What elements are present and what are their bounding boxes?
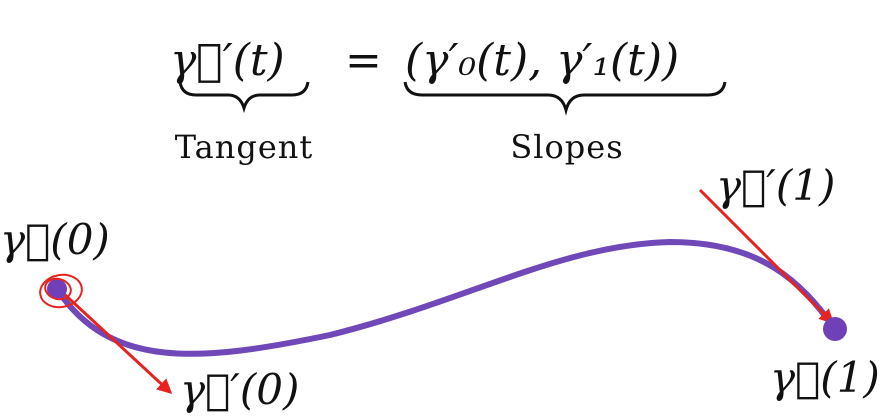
- tangent-caption: Tangent: [175, 128, 313, 166]
- start-point: [47, 279, 67, 299]
- start-tangent-label: γ⃗′(0): [180, 365, 299, 414]
- end-tangent-label: γ⃗′(1): [716, 161, 835, 210]
- tangent-arrow-start: [60, 290, 173, 395]
- end-point: [823, 317, 847, 341]
- start-point-highlight: [39, 273, 83, 309]
- bezier-curve: [54, 238, 838, 357]
- start-point-highlight-inner: [44, 277, 72, 301]
- slopes-caption: Slopes: [510, 128, 623, 166]
- start-point-label: γ⃗(0): [0, 215, 110, 264]
- end-point-label: γ⃗(1): [770, 353, 880, 402]
- tangent-underbrace: [178, 81, 310, 114]
- slopes-underbrace: [403, 81, 727, 116]
- tangent-arrow-end: [698, 188, 835, 325]
- slopes-expression: (γ′₀(t), γ′₁(t)): [405, 35, 679, 86]
- equals-sign: =: [345, 35, 382, 86]
- tangent-expression: γ⃗′(t): [170, 35, 285, 86]
